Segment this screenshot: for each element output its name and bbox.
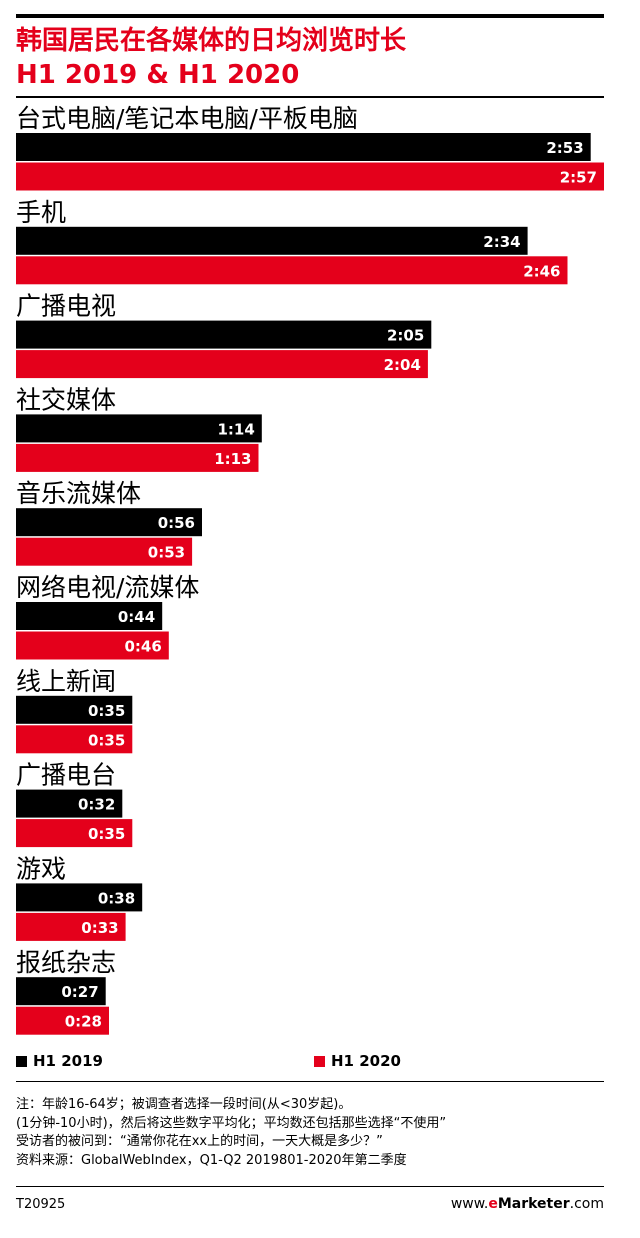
bar-2019-cat-6	[16, 602, 163, 630]
value-label-2019-cat-1: 2:53	[546, 139, 583, 157]
brand-name: Marketer	[497, 1196, 570, 1212]
category-label-4: 社交媒体	[16, 385, 116, 414]
category-label-9: 游戏	[16, 854, 66, 883]
value-label-2020-cat-2: 2:46	[523, 262, 560, 280]
bar-2020-cat-2	[16, 256, 568, 285]
brand-link[interactable]: www.eMarketer.com	[451, 1196, 604, 1212]
bar-2019-cat-10	[16, 977, 106, 1006]
notes-rule	[16, 1081, 604, 1082]
title-rule	[16, 96, 604, 98]
chart-title: 韩国居民在各媒体的日均浏览时长 H1 2019 & H1 2020	[16, 24, 604, 92]
bar-2019-cat-5	[16, 508, 202, 537]
legend-item-2020: H1 2020	[314, 1052, 401, 1070]
brand-e: e	[488, 1196, 498, 1212]
legend-item-2019: H1 2019	[16, 1052, 103, 1070]
bar-2020-cat-6	[16, 631, 169, 660]
category-label-2: 手机	[16, 198, 66, 227]
bar-2020-cat-10	[16, 1006, 109, 1035]
value-label-2019-cat-9: 0:38	[98, 889, 135, 907]
brand-suffix: .com	[569, 1196, 604, 1212]
bar-2019-cat-8	[16, 789, 123, 818]
note-line-1: 注：年龄16-64岁；被调查者选择一段时间(从<30岁起)。	[16, 1097, 352, 1112]
brand-prefix: www.	[450, 1196, 489, 1212]
value-label-2020-cat-7: 0:35	[88, 731, 125, 749]
value-label-2020-cat-5: 0:53	[148, 544, 185, 562]
legend-swatch-2019	[16, 1055, 27, 1067]
value-label-2019-cat-8: 0:32	[78, 796, 115, 814]
value-label-2019-cat-5: 0:56	[158, 514, 195, 532]
bar-2020-cat-7	[16, 725, 133, 754]
title-line-1: 韩国居民在各媒体的日均浏览时长	[16, 26, 407, 56]
value-label-2020-cat-1: 2:57	[560, 169, 597, 187]
category-label-5: 音乐流媒体	[16, 479, 141, 508]
category-label-6: 网络电视/流媒体	[16, 573, 199, 602]
note-line-3: 受访者的被问到：“通常你花在xx上的时间，一天大概是多少？”	[16, 1134, 383, 1149]
title-line-2: H1 2019 & H1 2020	[16, 60, 300, 90]
value-label-2019-cat-3: 2:05	[387, 327, 424, 345]
value-label-2019-cat-7: 0:35	[88, 702, 125, 720]
category-label-3: 广播电视	[16, 292, 116, 321]
bar-2020-cat-5	[16, 537, 193, 566]
chart-id: T20925	[16, 1197, 66, 1212]
value-label-2019-cat-2: 2:34	[483, 233, 520, 251]
value-label-2020-cat-3: 2:04	[384, 356, 421, 374]
note-line-2: (1分钟-10小时)，然后将这些数字平均化；平均数还包括那些选择“不使用”	[16, 1115, 447, 1131]
bar-2019-cat-1	[16, 133, 591, 161]
value-label-2020-cat-6: 0:46	[124, 638, 161, 656]
bar-2020-cat-9	[16, 912, 126, 941]
top-rule	[16, 14, 604, 18]
bar-2019-cat-7	[16, 695, 133, 724]
bar-2020-cat-3	[16, 350, 428, 379]
value-label-2019-cat-10: 0:27	[61, 983, 98, 1001]
bar-2020-cat-1	[16, 162, 604, 191]
value-label-2020-cat-8: 0:35	[88, 825, 125, 843]
value-label-2019-cat-4: 1:14	[217, 420, 254, 438]
bar-2019-cat-9	[16, 883, 143, 912]
legend-swatch-2020	[314, 1055, 325, 1067]
notes-block: 注：年龄16-64岁；被调查者选择一段时间(从<30岁起)。 (1分钟-10小时…	[16, 1096, 606, 1170]
note-line-4: 资料来源：GlobalWebIndex，Q1-Q2 2019801-2020年第…	[16, 1152, 407, 1168]
category-label-8: 广播电台	[16, 761, 116, 790]
category-label-1: 台式电脑/笔记本电脑/平板电脑	[16, 104, 358, 133]
category-label-7: 线上新闻	[16, 667, 116, 696]
value-label-2020-cat-9: 0:33	[81, 919, 118, 937]
legend-label-2019: H1 2019	[33, 1052, 103, 1070]
value-label-2019-cat-6: 0:44	[118, 608, 155, 626]
footer-rule	[16, 1186, 604, 1187]
value-label-2020-cat-10: 0:28	[65, 1013, 102, 1031]
bar-chart: 台式电脑/笔记本电脑/平板电脑 2:53 2:57 手机 2:342:46 广播电视 2:0…	[16, 104, 604, 1035]
bar-2020-cat-4	[16, 443, 259, 472]
bar-2019-cat-4	[16, 414, 262, 443]
value-label-2020-cat-4: 1:13	[214, 450, 251, 468]
bar-2019-cat-2	[16, 226, 528, 255]
bar-2020-cat-8	[16, 819, 133, 848]
legend-label-2020: H1 2020	[331, 1052, 401, 1070]
bar-2019-cat-3	[16, 320, 432, 349]
category-label-10: 报纸杂志	[16, 948, 116, 977]
